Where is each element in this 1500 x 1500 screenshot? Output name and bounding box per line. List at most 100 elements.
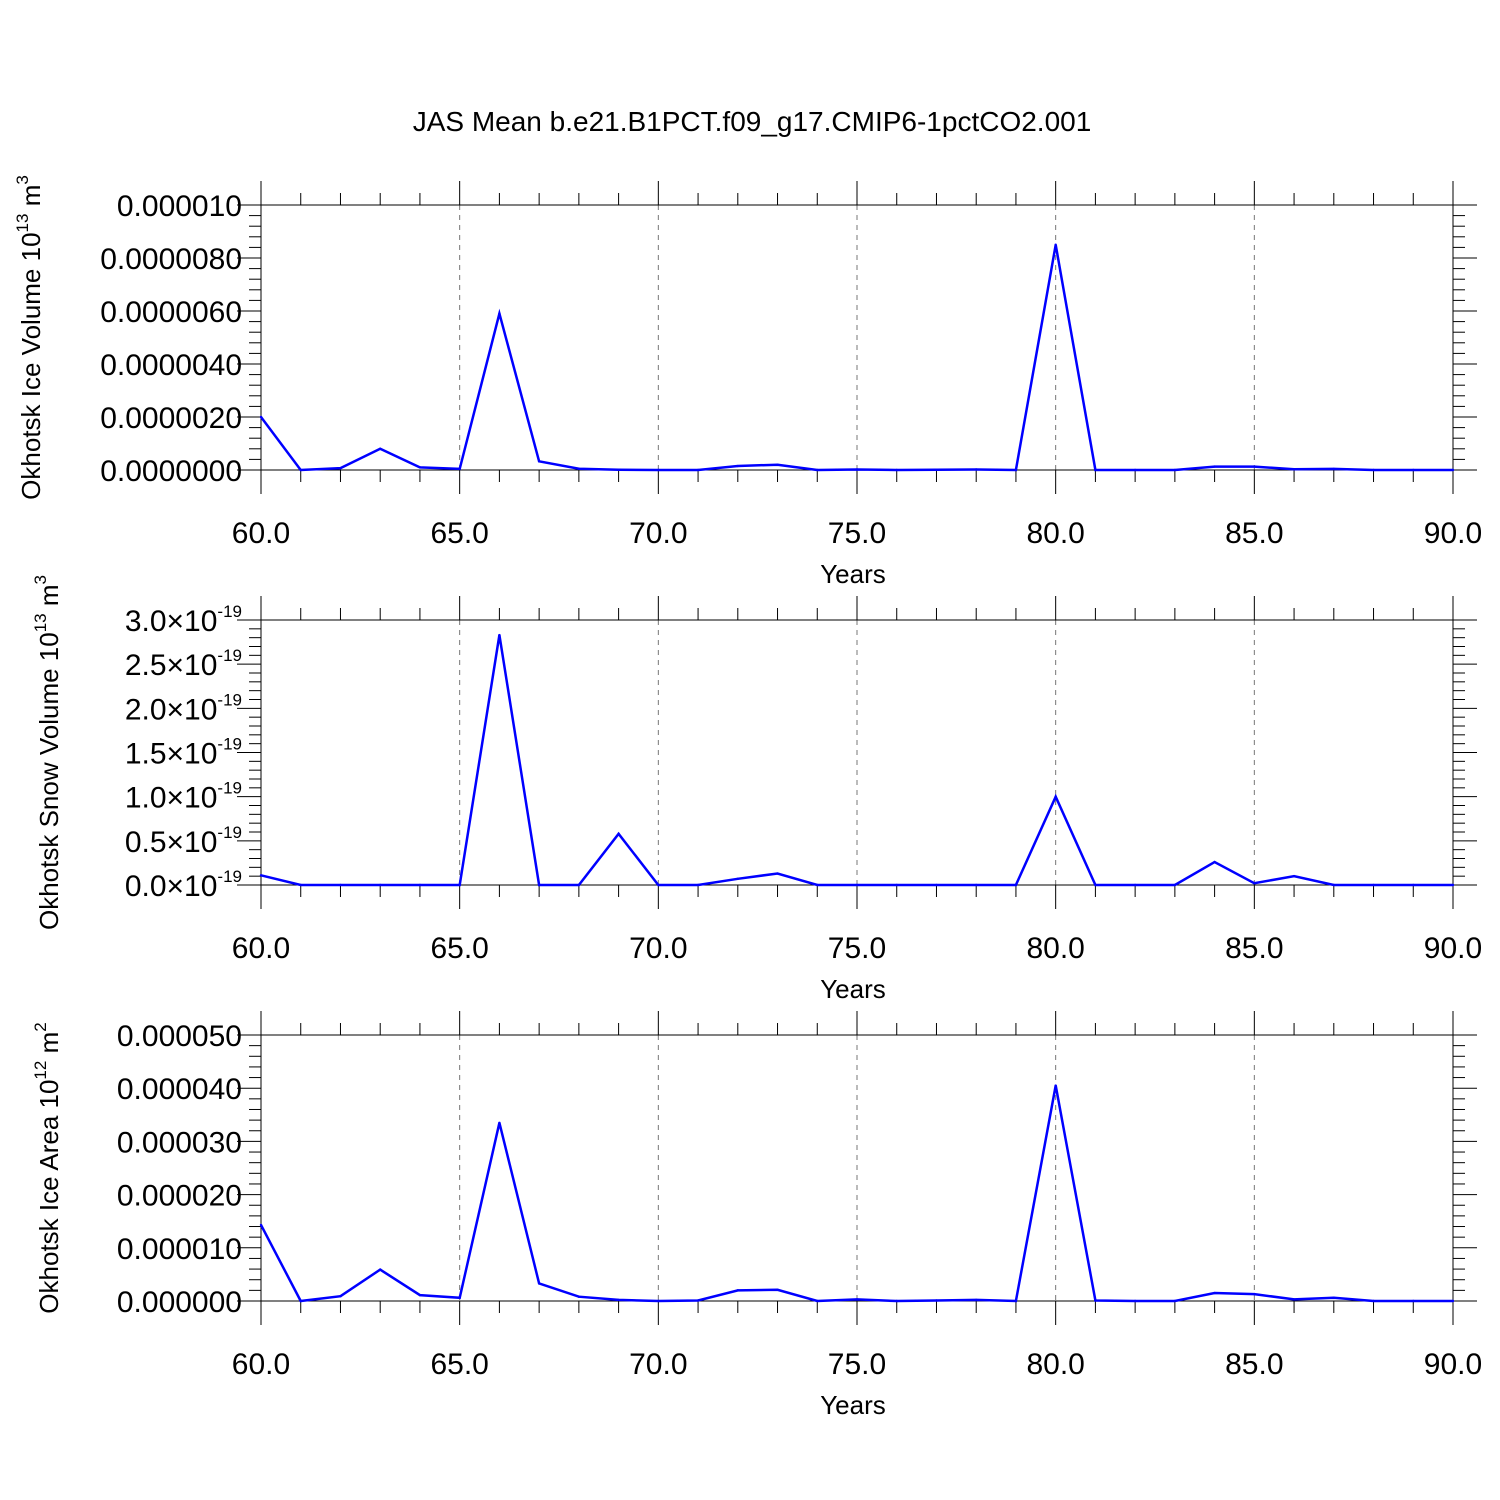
data-point (975, 1298, 978, 1302)
y-axis-label: Okhotsk Snow Volume 1013 m3 (31, 575, 64, 930)
y-tick-label: 0.0000000 (100, 455, 242, 488)
data-point (617, 832, 620, 835)
data-point (1213, 1291, 1216, 1295)
data-point (1332, 467, 1336, 471)
y-tick-label: 0.000010 (117, 190, 242, 223)
x-tick-label: 85.0 (1225, 932, 1283, 965)
data-point (975, 883, 978, 887)
data-point (816, 1299, 819, 1303)
data-point (855, 468, 859, 471)
y-tick-label: 0.000010 (117, 1233, 242, 1266)
data-point (299, 468, 302, 472)
y-axis-label: Okhotsk Ice Area 1012 m2 (31, 1022, 64, 1313)
y-tick-label: 0.000040 (117, 1073, 242, 1106)
data-point (1253, 1292, 1256, 1296)
data-point (1372, 468, 1375, 472)
x-tick-label: 90.0 (1424, 932, 1482, 965)
data-point (1094, 1299, 1097, 1302)
data-point (1253, 882, 1256, 885)
y-tick-label: 3.0×10-19 (125, 602, 242, 638)
data-point (617, 468, 620, 471)
data-point (458, 883, 461, 887)
panel-1: 60.0 65.0 70.0 75.0 80.0 85.0 90.0 Years 0.00000… (13, 175, 1482, 589)
data-point (379, 447, 382, 450)
data-point (1412, 468, 1415, 472)
data-point (259, 1223, 263, 1227)
data-point (379, 1268, 382, 1271)
y-tick-label: 0.0000060 (100, 296, 242, 329)
data-point (696, 468, 700, 472)
y-tick-label: 2.0×10-19 (125, 690, 242, 726)
data-point (617, 1298, 620, 1302)
data-point (1451, 883, 1455, 887)
data-point (418, 883, 422, 887)
data-point (895, 1299, 898, 1303)
x-tick-label: 90.0 (1424, 1348, 1482, 1381)
data-point (299, 883, 302, 887)
data-point (657, 1299, 660, 1303)
y-tick-label: 0.5×10-19 (125, 823, 242, 859)
data-point (1372, 883, 1375, 887)
data-point (498, 633, 501, 637)
x-tick-label: 85.0 (1225, 517, 1283, 550)
data-point (1292, 468, 1296, 471)
data-point (1133, 883, 1137, 887)
x-tick-label: 65.0 (430, 932, 488, 965)
data-point (895, 883, 898, 887)
y-tick-label: 0.0000040 (100, 349, 242, 382)
data-point (1332, 1296, 1336, 1300)
y-tick-label: 0.0000080 (100, 243, 242, 276)
data-point (935, 1299, 938, 1302)
data-point (1451, 1299, 1455, 1303)
y-tick-label: 0.000020 (117, 1180, 242, 1213)
data-point (736, 877, 739, 881)
data-point (339, 883, 342, 887)
data-point (776, 1288, 779, 1292)
data-point (1213, 465, 1216, 468)
data-point (855, 883, 859, 887)
data-point (816, 468, 819, 472)
x-tick-label: 80.0 (1026, 517, 1084, 550)
data-point (1332, 883, 1336, 887)
x-tick-label: 70.0 (629, 1348, 687, 1381)
data-point (339, 466, 342, 470)
data-point (458, 467, 461, 471)
x-tick-label: 80.0 (1026, 1348, 1084, 1381)
x-tick-label: 85.0 (1225, 1348, 1283, 1381)
data-point (1014, 883, 1018, 887)
y-axis-label: Okhotsk Ice Volume 1013 m3 (13, 175, 46, 500)
data-point (498, 312, 501, 315)
x-tick-label: 75.0 (828, 1348, 886, 1381)
x-tick-label: 60.0 (232, 517, 290, 550)
data-point (657, 883, 660, 887)
data-point (259, 415, 263, 419)
data-point (1054, 243, 1057, 246)
x-tick-label: 65.0 (430, 1348, 488, 1381)
x-tick-label: 70.0 (629, 932, 687, 965)
data-point (259, 874, 263, 877)
data-point (776, 872, 779, 875)
data-point (1412, 883, 1415, 887)
data-point (1133, 468, 1137, 472)
data-point (1372, 1299, 1375, 1303)
data-point (339, 1295, 342, 1298)
figure-title: JAS Mean b.e21.B1PCT.f09_g17.CMIP6-1pctC… (413, 106, 1092, 137)
data-point (1133, 1299, 1137, 1303)
data-point (776, 463, 779, 466)
data-point (1094, 468, 1097, 472)
x-tick-label: 60.0 (232, 932, 290, 965)
y-tick-label: 0.000030 (117, 1126, 242, 1159)
data-point (1173, 468, 1177, 472)
data-point (975, 468, 978, 471)
y-tick-label: 0.0×10-19 (125, 867, 242, 903)
y-tick-label: 0.0000020 (100, 402, 242, 435)
x-tick-label: 75.0 (828, 932, 886, 965)
data-point (1014, 468, 1018, 472)
data-point (1054, 795, 1057, 798)
panel-3: 60.0 65.0 70.0 75.0 80.0 85.0 90.0 Years 0.00000… (31, 1011, 1482, 1420)
y-tick-label: 2.5×10-19 (125, 646, 242, 682)
x-tick-label: 80.0 (1026, 932, 1084, 965)
x-axis-label: Years (820, 1390, 886, 1420)
data-point (895, 468, 898, 472)
data-point (816, 883, 819, 887)
